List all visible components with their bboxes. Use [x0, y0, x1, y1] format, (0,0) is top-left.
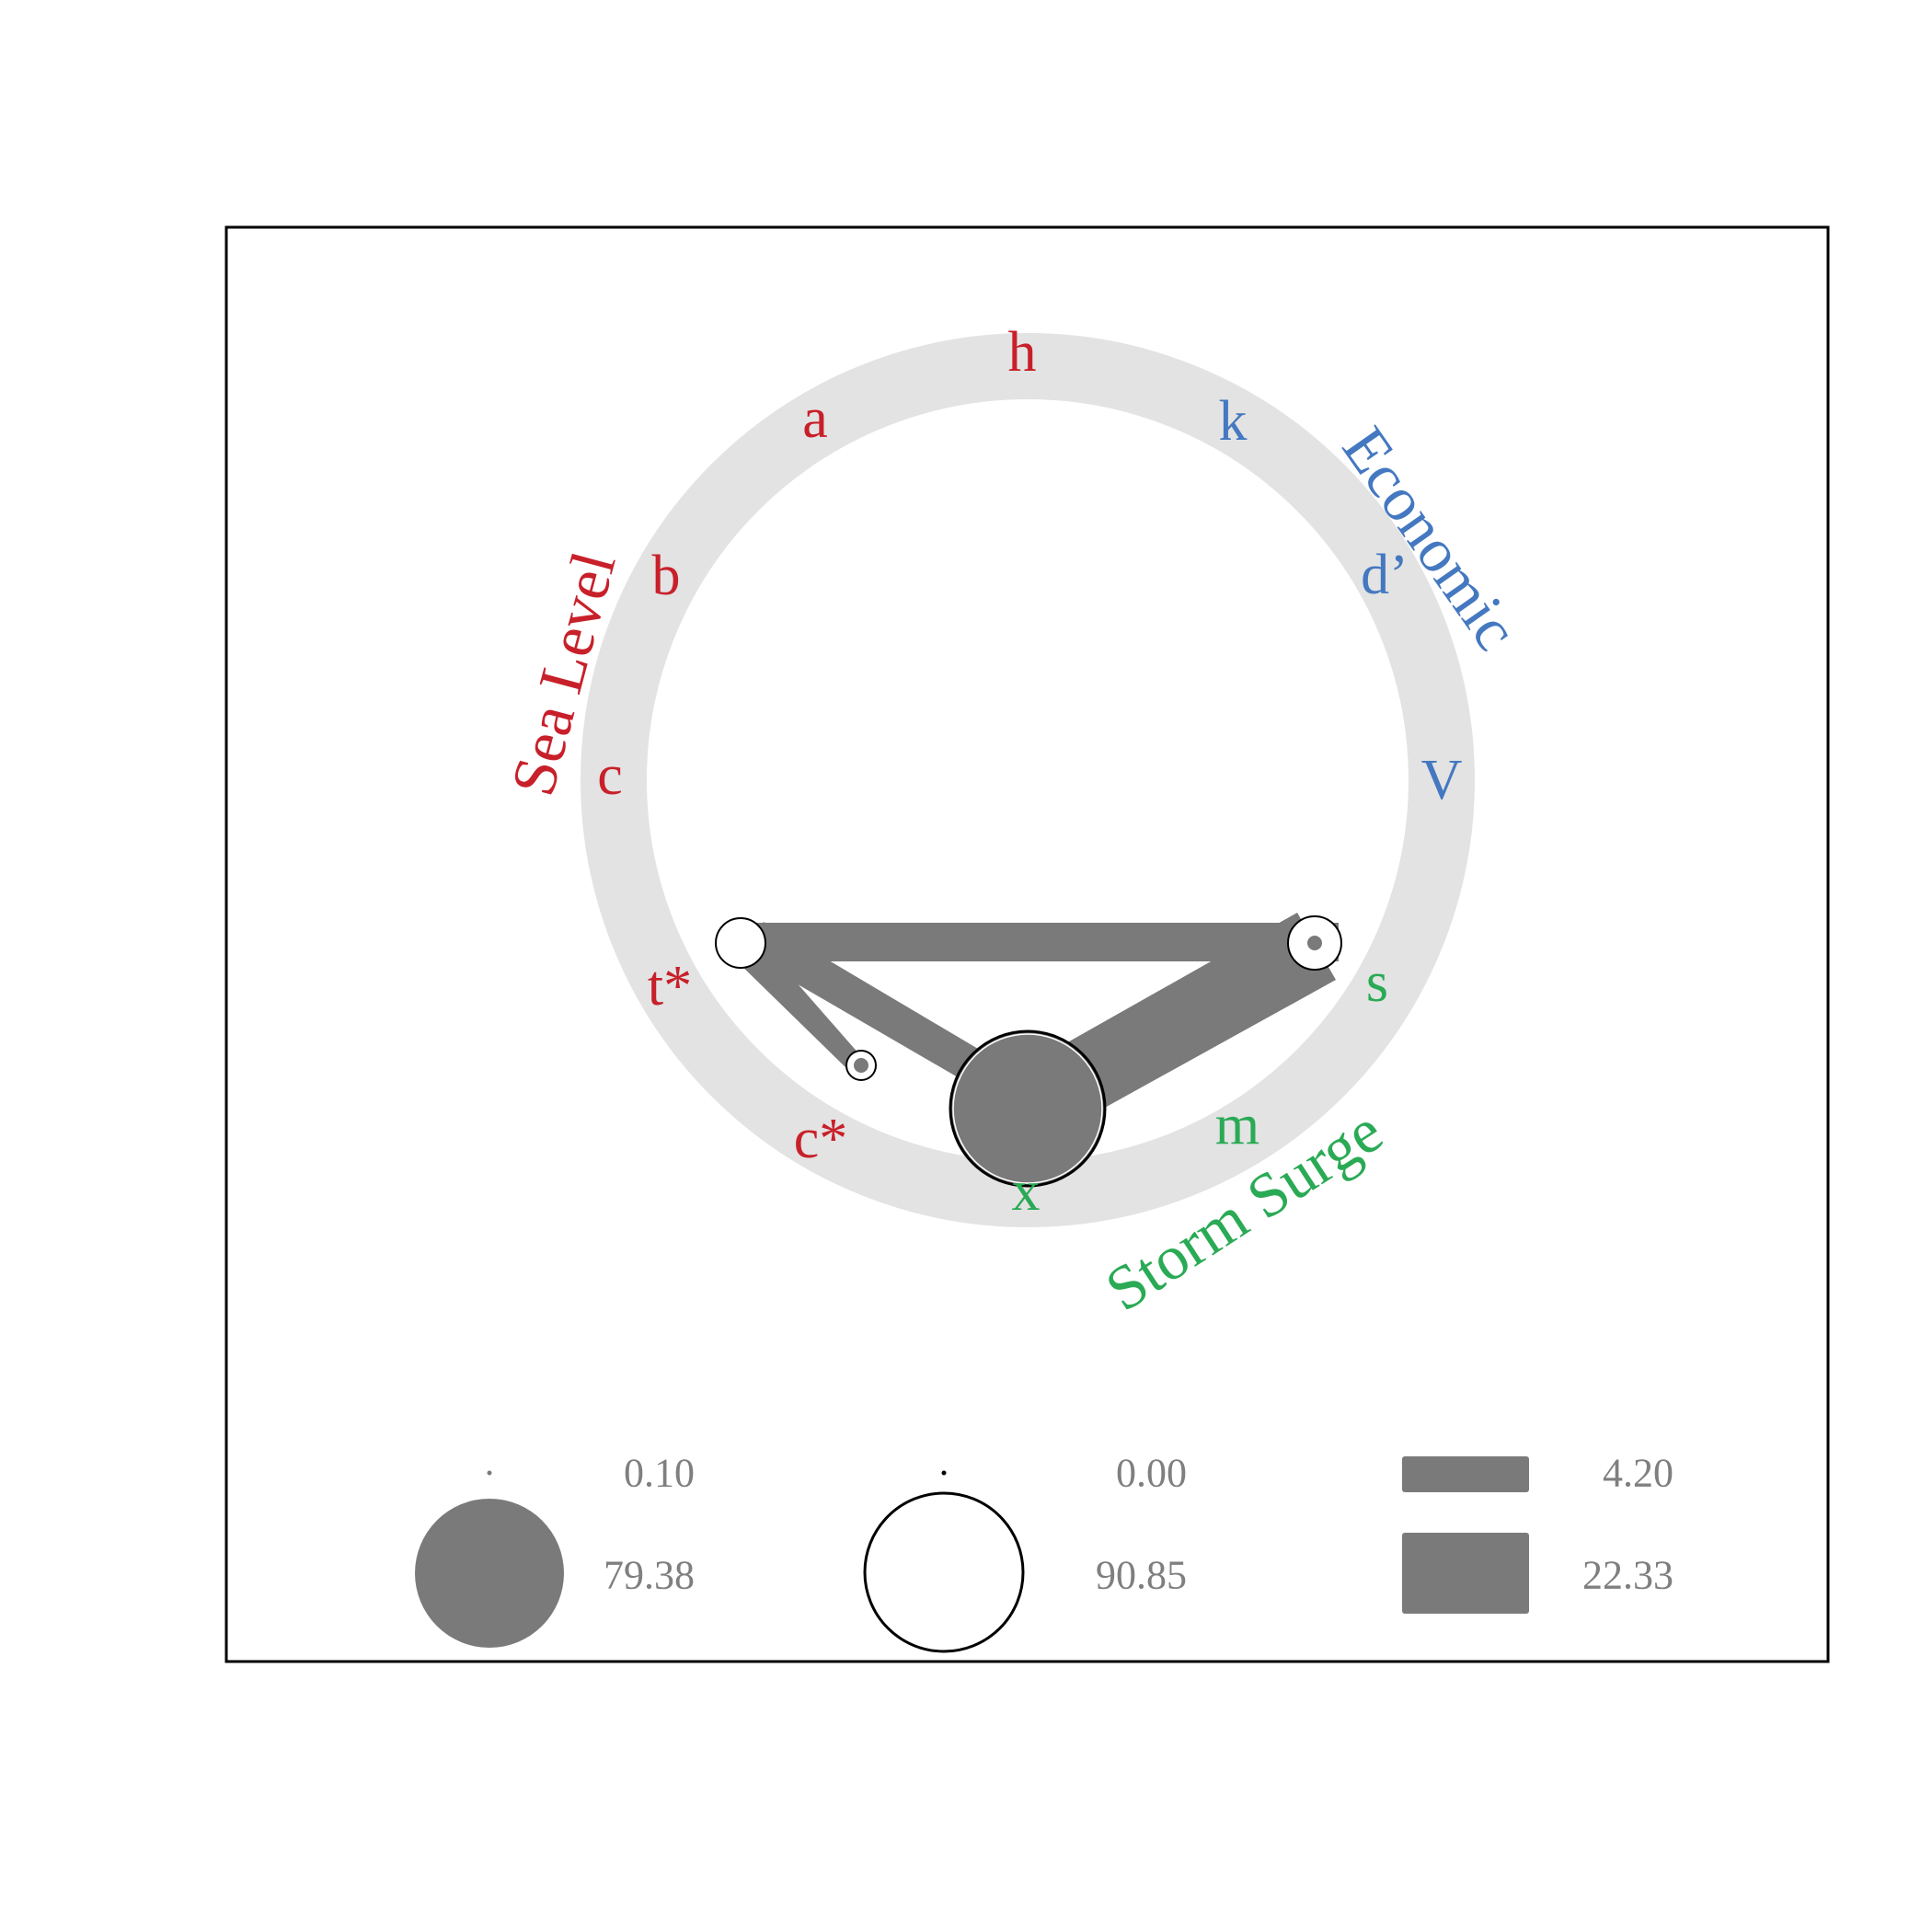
node-label: x [1012, 1160, 1041, 1223]
node-marker-s-filled [1307, 936, 1322, 950]
legend-open-circle-min-label: 0.00 [1116, 1451, 1187, 1496]
legend-open-circle-min [941, 1470, 947, 1476]
legend-edge-width-min-label: 4.20 [1603, 1451, 1673, 1496]
legend-open-circle-max [863, 1491, 1025, 1653]
node-label: k [1219, 390, 1248, 453]
legend-filled-circle-min [487, 1470, 492, 1476]
legend-open-circle-max-label: 90.85 [1096, 1553, 1187, 1598]
edge-t-star-c-star [732, 937, 860, 1070]
legend-filled-circle-min-label: 0.10 [624, 1451, 695, 1496]
node-label: b [652, 545, 681, 607]
plot-frame [224, 225, 1830, 1663]
node-markers [715, 915, 1342, 1188]
edge-t-star-x [742, 922, 994, 1087]
node-label: c [597, 744, 623, 807]
node-label: s [1366, 951, 1388, 1014]
legend-edge-width-min [1402, 1456, 1529, 1492]
node-marker-t-star [715, 917, 766, 969]
edge-t-star-s [742, 923, 1339, 961]
legend-edge-width-max [1402, 1533, 1529, 1614]
node-label: t* [648, 955, 692, 1018]
node-label: V [1421, 749, 1463, 811]
node-label: c* [794, 1108, 848, 1170]
legend-filled-circle-max-label: 79.38 [604, 1553, 695, 1598]
node-ring [581, 333, 1475, 1227]
node-label: m [1215, 1094, 1259, 1156]
node-labels: h k d’ V s m x c* t* c b a [597, 321, 1462, 1223]
node-marker-x-inner [952, 1033, 1103, 1184]
legend-filled-circle-max [415, 1499, 564, 1648]
legend: 0.10 79.38 0.00 90.85 4.20 22.33 [415, 1451, 1673, 1653]
node-label: h [1008, 321, 1037, 384]
legend-edge-width-max-label: 22.33 [1582, 1553, 1673, 1598]
edge-s-x [1056, 913, 1336, 1113]
node-label: d’ [1361, 544, 1409, 606]
node-label: a [802, 387, 828, 450]
node-marker-c-star-filled [854, 1058, 868, 1073]
edges [732, 913, 1339, 1113]
